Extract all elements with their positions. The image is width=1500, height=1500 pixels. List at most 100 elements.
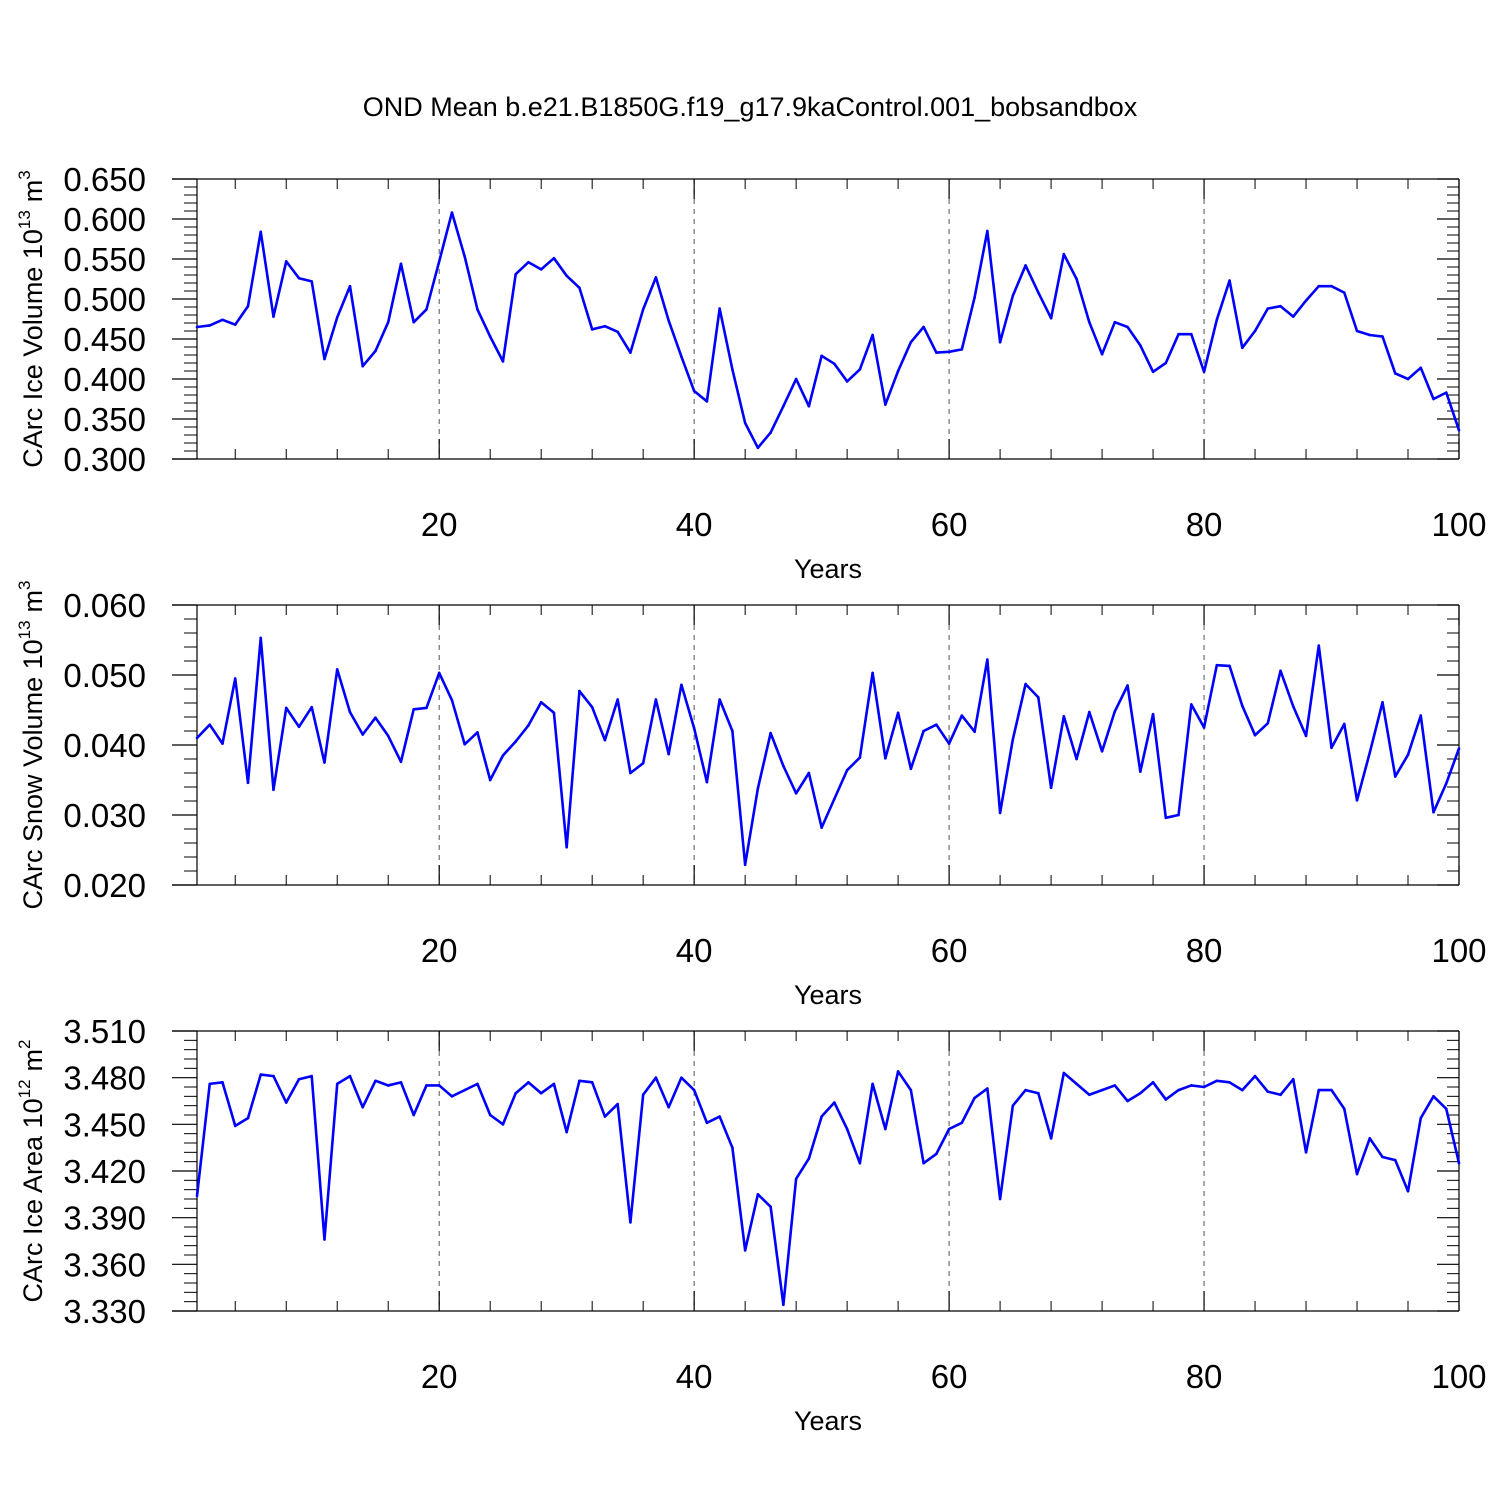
- data-point: [361, 1105, 365, 1109]
- y-axis-label-exp: 13: [15, 210, 34, 229]
- data-point: [221, 318, 224, 322]
- data-point: [1393, 775, 1397, 778]
- data-point: [998, 1197, 1002, 1201]
- y-tick-label: 0.300: [63, 441, 146, 478]
- data-point: [323, 1238, 326, 1241]
- data-point: [692, 1088, 696, 1092]
- data-point: [272, 1074, 275, 1078]
- data-point: [718, 698, 721, 701]
- data-point: [705, 780, 709, 784]
- data-point: [374, 349, 377, 353]
- x-tick-label: 40: [676, 932, 713, 969]
- data-point: [947, 742, 951, 745]
- data-point: [1266, 307, 1270, 310]
- data-point: [1240, 1088, 1244, 1092]
- data-point: [221, 742, 224, 745]
- panels: 0.3000.3500.4000.4500.5000.5500.6000.650…: [15, 161, 1487, 1436]
- data-point: [590, 705, 594, 709]
- data-point: [437, 260, 441, 263]
- data-point: [603, 1115, 607, 1118]
- data-point: [348, 284, 352, 288]
- data-point: [1215, 1079, 1219, 1083]
- data-point: [616, 1102, 619, 1106]
- data-point: [450, 698, 454, 702]
- y-axis-label-main: CArc Ice Volume 10: [18, 229, 48, 468]
- data-point: [922, 1161, 925, 1165]
- data-point: [246, 781, 250, 785]
- data-point: [590, 1081, 594, 1084]
- data-point: [310, 705, 314, 709]
- data-point: [1011, 294, 1015, 298]
- data-point: [731, 1146, 734, 1149]
- panel-ice-volume: 0.3000.3500.4000.4500.5000.5500.6000.650…: [15, 161, 1487, 584]
- data-point: [1381, 701, 1384, 704]
- data-point: [1190, 703, 1193, 706]
- x-axis-label: Years: [794, 980, 862, 1010]
- data-point: [259, 230, 263, 234]
- data-point: [1279, 304, 1282, 308]
- data-point: [820, 354, 823, 358]
- x-tick-label: 60: [931, 932, 968, 969]
- data-point: [284, 1101, 288, 1104]
- data-point: [1113, 320, 1117, 324]
- data-point: [1100, 1088, 1104, 1092]
- x-tick-label: 20: [421, 932, 458, 969]
- chart-title: OND Mean b.e21.B1850G.f19_g17.9kaControl…: [363, 92, 1138, 122]
- data-point: [425, 706, 428, 710]
- data-point: [348, 710, 352, 714]
- data-point: [1317, 644, 1321, 647]
- data-point: [998, 340, 1002, 344]
- data-point: [565, 1130, 568, 1134]
- data-point: [629, 771, 632, 775]
- data-point: [208, 1082, 212, 1086]
- data-point: [641, 1093, 645, 1097]
- data-point: [680, 355, 683, 358]
- data-point: [705, 1121, 709, 1125]
- data-point: [1202, 1085, 1206, 1089]
- data-point: [896, 711, 900, 715]
- data-point: [680, 683, 683, 687]
- data-point: [1330, 284, 1333, 288]
- data-point: [743, 421, 747, 425]
- data-point: [820, 1115, 823, 1118]
- data-point: [769, 1205, 772, 1209]
- data-point: [896, 1070, 900, 1073]
- data-point: [909, 340, 913, 344]
- data-point: [871, 671, 874, 675]
- y-axis-label: CArc Ice Volume 1013 m3: [15, 170, 48, 468]
- data-point: [1151, 712, 1155, 716]
- data-point: [1151, 1081, 1155, 1084]
- data-point: [743, 863, 747, 866]
- data-point: [335, 1082, 339, 1086]
- data-point: [1215, 663, 1219, 667]
- data-point: [195, 736, 199, 740]
- data-point: [1088, 710, 1091, 714]
- data-point: [297, 1077, 301, 1081]
- data-point: [1419, 714, 1423, 717]
- y-tick-label: 3.480: [63, 1060, 146, 1097]
- data-point: [1393, 1158, 1397, 1162]
- data-point: [1406, 1189, 1410, 1193]
- data-point: [412, 708, 416, 711]
- data-point: [1406, 377, 1410, 381]
- data-point: [692, 726, 696, 730]
- data-point: [284, 260, 288, 263]
- data-point: [476, 308, 479, 311]
- data-point: [1024, 264, 1027, 267]
- data-point: [1342, 722, 1346, 726]
- data-point: [1139, 344, 1142, 347]
- data-point: [998, 811, 1002, 815]
- data-point: [1100, 750, 1104, 753]
- y-tick-label: 3.390: [63, 1200, 146, 1237]
- data-point: [1291, 1077, 1295, 1081]
- data-point: [960, 1121, 964, 1125]
- data-point: [794, 377, 798, 381]
- data-point: [731, 729, 734, 733]
- data-point: [782, 1303, 785, 1307]
- data-point: [259, 1073, 263, 1076]
- data-point: [845, 380, 849, 383]
- data-point: [845, 1127, 849, 1131]
- data-point: [1037, 1091, 1040, 1095]
- data-point: [233, 323, 237, 326]
- y-tick-label: 0.550: [63, 241, 146, 278]
